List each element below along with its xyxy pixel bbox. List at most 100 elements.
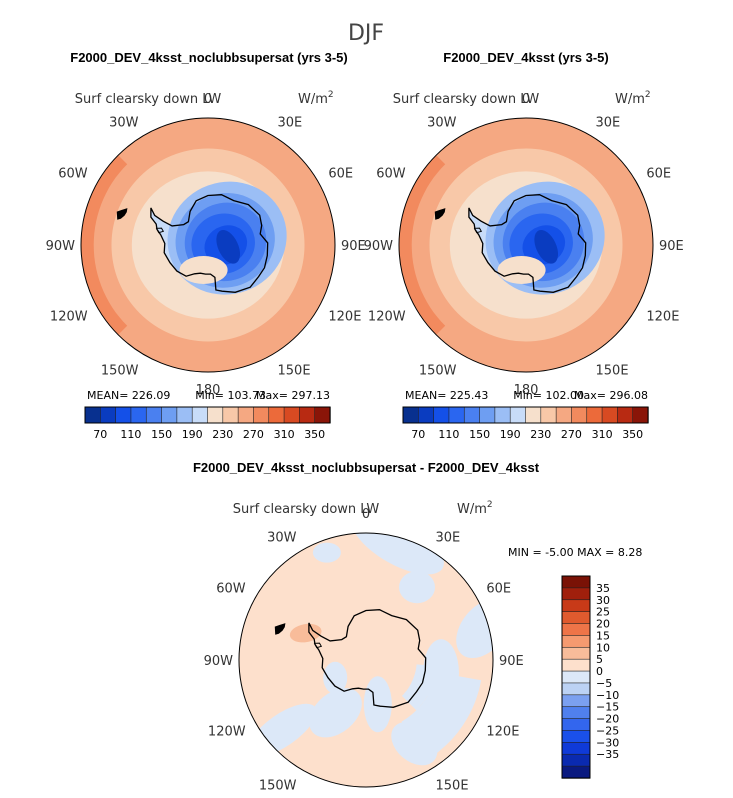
ring-290-310 — [81, 155, 128, 335]
lon-label: 60W — [58, 167, 88, 182]
lon-label: 120W — [208, 725, 246, 740]
lon-label: 0 — [362, 507, 370, 522]
stat-min: Min= 103.73 — [195, 389, 266, 402]
units-base: W/m — [615, 92, 645, 107]
ross-shelf — [179, 256, 228, 284]
lon-label: 0 — [204, 92, 212, 107]
lon-label: 120W — [368, 310, 406, 325]
colorbar-cell — [463, 406, 481, 424]
panels-group: F2000_DEV_4ksst_noclubbsupersat (yrs 3-5… — [46, 50, 684, 793]
colorbar-tick-label: 270 — [243, 428, 264, 441]
colorbar-cell — [561, 587, 591, 601]
coastline-island — [313, 642, 323, 649]
colorbar-cell — [494, 406, 511, 424]
colorbar-cell — [222, 406, 239, 424]
colorbar-cell — [540, 406, 557, 424]
colorbar-cell — [509, 406, 527, 424]
colorbar-cell — [268, 406, 285, 424]
colorbar-tick-label: 310 — [274, 428, 295, 441]
colorbar-tick-label: 350 — [304, 428, 325, 441]
lon-label: 150W — [259, 778, 297, 793]
units-base: W/m — [457, 502, 487, 517]
map-boundary — [80, 117, 336, 373]
units-label: W/m2 — [457, 500, 493, 517]
colorbar-tick-label: 270 — [561, 428, 582, 441]
region-neg-0-to-5 — [309, 688, 362, 738]
colorbar-cell — [525, 406, 542, 424]
lon-label: 150E — [278, 363, 311, 378]
colorbar-tick-label: 20 — [596, 618, 610, 631]
panel-title: F2000_DEV_4ksst_noclubbsupersat - F2000_… — [193, 460, 540, 475]
colorbar-cell — [84, 406, 102, 424]
lon-label: 120E — [486, 725, 519, 740]
coastline-island — [155, 227, 165, 234]
colorbar-cell — [561, 611, 591, 625]
region-neg-0-to-5 — [351, 533, 444, 575]
map-boundary — [398, 117, 654, 373]
interior-min — [534, 229, 559, 264]
lon-label: 90E — [341, 239, 366, 254]
colorbar-cell — [479, 406, 496, 424]
colorbar-tick-label: −15 — [596, 701, 619, 714]
colorbar-cell — [561, 646, 591, 660]
figure-suptitle: DJF — [348, 21, 384, 46]
ross-shelf — [497, 256, 546, 284]
lon-label: 180 — [196, 383, 221, 398]
coastline-south-america — [274, 623, 286, 635]
colorbar-tick-label: −30 — [596, 736, 619, 749]
colorbar-cell — [601, 406, 619, 424]
colorbar-cell — [561, 706, 591, 720]
colorbar-tick-label: 150 — [469, 428, 490, 441]
colorbar-cell — [561, 682, 591, 696]
units-label: W/m2 — [298, 90, 334, 107]
colorbar-tick-label: 110 — [438, 428, 459, 441]
lon-label: 120E — [328, 310, 361, 325]
region-neg-0-to-5 — [456, 598, 493, 659]
colorbar-cell — [561, 753, 591, 767]
coastline-south-america — [116, 208, 128, 220]
lon-label: 150E — [596, 363, 629, 378]
colorbar-tick-label: 30 — [596, 594, 610, 607]
colorbar-cell — [617, 406, 634, 424]
colorbar-tick-label: 10 — [596, 641, 610, 654]
panel-title: F2000_DEV_4ksst_noclubbsupersat (yrs 3-5… — [70, 50, 347, 65]
lon-label: 60E — [486, 582, 511, 597]
colorbar-cell — [191, 406, 209, 424]
ring-290-310 — [399, 155, 446, 335]
colorbar-cell — [176, 406, 193, 424]
lon-label: 90W — [204, 654, 234, 669]
colorbar-tick-label: 0 — [596, 665, 603, 678]
colorbar-cell — [433, 406, 450, 424]
region-neg-0-to-5 — [363, 676, 392, 733]
region-neg-0-to-5 — [399, 571, 435, 604]
colorbar-cell — [283, 406, 301, 424]
interior-min — [216, 229, 241, 264]
lon-label: 90W — [46, 239, 76, 254]
lon-label: 120W — [50, 310, 88, 325]
units-base: W/m — [298, 92, 328, 107]
colorbar-cell — [632, 406, 649, 424]
colorbar-frame — [561, 575, 591, 779]
coastline-south-america — [434, 208, 446, 220]
lon-label: 120E — [646, 310, 679, 325]
stat-min: Min= 102.00 — [513, 389, 584, 402]
colorbar-cell — [561, 670, 591, 684]
lon-label: 90E — [499, 654, 524, 669]
lon-label: 150W — [101, 363, 139, 378]
lon-label: 90W — [364, 239, 394, 254]
stat-mean: MEAN= 226.09 — [87, 389, 170, 402]
field-label: Surf clearsky down LW — [233, 502, 380, 517]
colorbar-tick-label: −35 — [596, 748, 619, 761]
colorbar-cell — [561, 730, 591, 744]
colorbar-tick-label: −20 — [596, 713, 619, 726]
colorbar-tick-label: −25 — [596, 725, 619, 738]
coastline-antarctica — [150, 194, 269, 293]
colorbar-cell — [561, 599, 591, 613]
colorbar-tick-label: 15 — [596, 629, 610, 642]
map-fill — [239, 533, 493, 787]
colorbar-cell — [561, 575, 591, 589]
coastline-antarctica — [468, 194, 587, 293]
map-1: 0 30E 60E 90E 120E 150E 180 150W 120W 90W 60W 30W — [46, 92, 366, 398]
colorbar-tick-label: 25 — [596, 606, 610, 619]
